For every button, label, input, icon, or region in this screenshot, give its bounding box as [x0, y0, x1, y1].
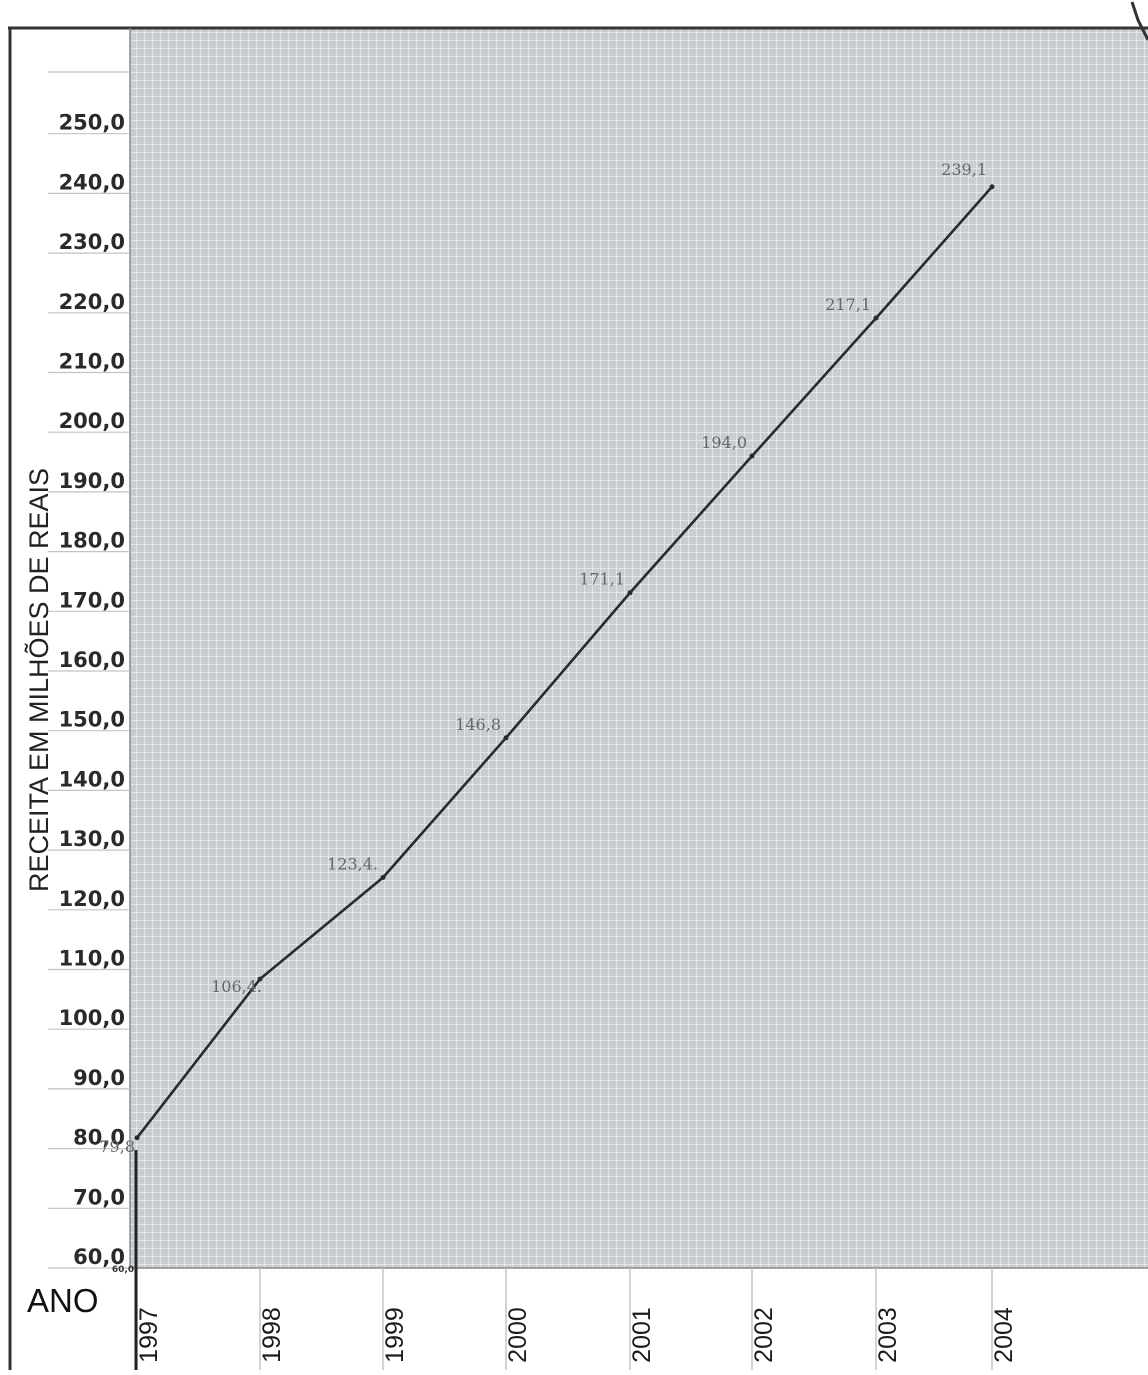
xtick-label: 1997: [135, 1307, 163, 1363]
ytick-label: 210,0: [59, 350, 125, 374]
data-label: 146,8: [455, 715, 501, 734]
ytick-label: 60,0: [73, 1245, 125, 1269]
ytick-label: 220,0: [59, 290, 125, 314]
xtick-label: 1998: [258, 1307, 286, 1363]
ytick-label: 70,0: [73, 1185, 125, 1209]
ytick-label: 240,0: [59, 170, 125, 194]
data-point: [989, 184, 995, 190]
data-point: [627, 590, 633, 596]
series-line: [135, 185, 993, 1139]
ytick-label: 160,0: [59, 648, 125, 672]
data-point: [503, 735, 509, 741]
data-label: 79,8: [99, 1137, 135, 1156]
data-point: [257, 976, 263, 982]
ytick-label: 120,0: [59, 887, 125, 911]
ytick-label: 130,0: [59, 827, 125, 851]
x-axis-title: ANO: [27, 1282, 99, 1319]
data-label: 171,1: [579, 570, 625, 589]
ytick-label: 110,0: [59, 947, 125, 971]
data-point: [873, 315, 879, 321]
origin-tick-label: 60,0: [112, 1265, 134, 1275]
ytick-label: 170,0: [59, 588, 125, 612]
ytick-label: 180,0: [59, 529, 125, 553]
ytick-label: 200,0: [59, 409, 125, 433]
data-point: [380, 875, 386, 881]
xtick-label: 2003: [874, 1307, 902, 1363]
data-point: [749, 453, 755, 459]
ytick-label: 140,0: [59, 767, 125, 791]
xtick-label: 2002: [750, 1307, 778, 1363]
data-label: 239,1: [941, 160, 987, 179]
ytick-label: 90,0: [73, 1066, 125, 1090]
corner-mark: [1130, 1, 1148, 41]
xtick-label: 2004: [990, 1307, 1018, 1363]
data-point: [134, 1135, 140, 1141]
plot-area: [130, 28, 1148, 1268]
data-label: 106,4.: [211, 977, 262, 996]
data-label: 123,4.: [327, 855, 378, 874]
xtick-label: 1999: [381, 1307, 409, 1363]
ytick-label: 250,0: [59, 111, 125, 135]
y-axis-title: RECEITA EM MILHÕES DE REAIS: [23, 468, 54, 892]
xtick-label: 2000: [504, 1307, 532, 1363]
ytick-label: 150,0: [59, 708, 125, 732]
xtick-label: 2001: [628, 1307, 656, 1363]
ytick-label: 190,0: [59, 469, 125, 493]
data-label: 194,0: [701, 433, 747, 452]
ytick-label: 80,0: [73, 1126, 125, 1150]
ytick-label: 100,0: [59, 1006, 125, 1030]
data-label: 217,1: [825, 295, 871, 314]
ytick-label: 230,0: [59, 230, 125, 254]
